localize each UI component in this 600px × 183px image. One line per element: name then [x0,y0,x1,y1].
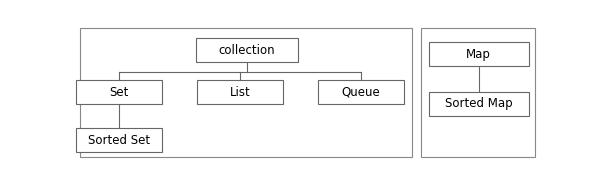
FancyBboxPatch shape [76,81,162,104]
Text: Queue: Queue [341,86,380,99]
FancyBboxPatch shape [428,92,529,116]
Text: Sorted Set: Sorted Set [88,134,150,147]
FancyBboxPatch shape [318,81,404,104]
FancyBboxPatch shape [428,42,529,66]
Text: Set: Set [109,86,129,99]
FancyBboxPatch shape [76,128,162,152]
Text: Map: Map [466,48,491,61]
Text: collection: collection [219,44,275,57]
FancyBboxPatch shape [196,38,298,62]
Text: Sorted Map: Sorted Map [445,97,512,110]
FancyBboxPatch shape [197,81,283,104]
Text: List: List [230,86,250,99]
